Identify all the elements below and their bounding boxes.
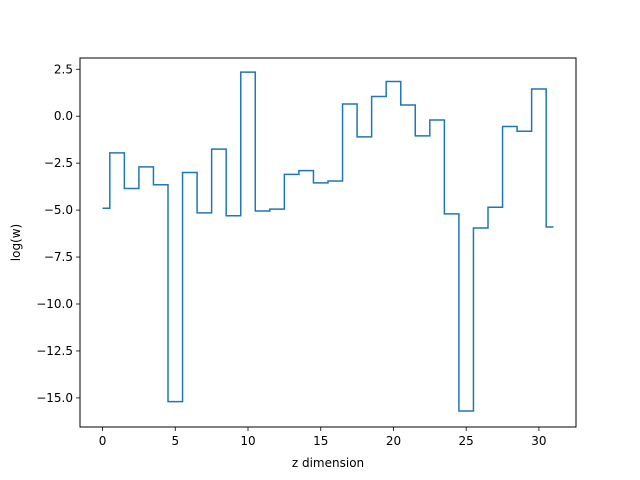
y-tick-label: −15.0 bbox=[36, 391, 73, 405]
y-tick-label: −12.5 bbox=[36, 344, 73, 358]
y-tick-label: 2.5 bbox=[54, 62, 73, 76]
x-tick-label: 20 bbox=[386, 434, 401, 448]
x-tick-label: 15 bbox=[313, 434, 328, 448]
series-line-0 bbox=[102, 71, 554, 412]
y-tick-label: −2.5 bbox=[44, 156, 73, 170]
x-tick-label: 10 bbox=[240, 434, 255, 448]
plot-area bbox=[102, 71, 554, 412]
y-tick-label: −7.5 bbox=[44, 250, 73, 264]
ticks: 0 5 10 15 20 25 30 2.5 0.0 −2.5 −5.0 −7.5 −10.0 −12.5… bbox=[36, 62, 546, 448]
axes-frame bbox=[79, 57, 577, 428]
x-tick-label: 5 bbox=[171, 434, 179, 448]
x-tick-label: 0 bbox=[99, 434, 107, 448]
y-tick-label: −10.0 bbox=[36, 297, 73, 311]
x-axis-label: z dimension bbox=[292, 456, 364, 470]
x-tick-label: 30 bbox=[531, 434, 546, 448]
y-axis-label: log(w) bbox=[9, 224, 23, 261]
y-tick-label: −5.0 bbox=[44, 203, 73, 217]
x-tick-label: 25 bbox=[459, 434, 474, 448]
y-tick-label: 0.0 bbox=[54, 109, 73, 123]
